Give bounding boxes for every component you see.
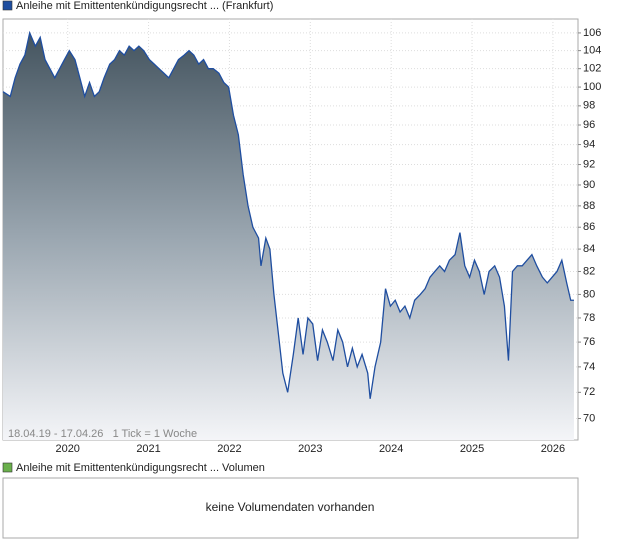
legend-swatch (2, 0, 13, 11)
x-tick-label: 2024 (379, 443, 403, 455)
y-tick-label: 82 (583, 265, 595, 277)
y-tick-label: 92 (583, 158, 595, 170)
y-tick-label: 96 (583, 119, 595, 131)
y-tick-label: 84 (583, 243, 595, 255)
annotation: 18.04.19 - 17.04.26 1 Tick = 1 Woche (8, 428, 197, 440)
y-tick-label: 74 (583, 361, 595, 373)
plot (2, 19, 578, 441)
legend-label: Anleihe mit Emittentenkündigungsrecht ..… (16, 0, 273, 12)
y-tick-label: 78 (583, 312, 595, 324)
volume-message: keine Volumendaten vorhanden (206, 500, 375, 514)
x-tick-label: 2021 (136, 443, 160, 455)
y-tick-label: 104 (583, 45, 601, 57)
y-tick-label: 94 (583, 138, 595, 150)
x-tick-label: 2020 (55, 443, 79, 455)
x-tick-label: 2022 (217, 443, 241, 455)
y-tick-label: 98 (583, 100, 595, 112)
x-tick-label: 2026 (541, 443, 565, 455)
legend-label: Anleihe mit Emittentenkündigungsrecht ..… (16, 462, 265, 474)
y-tick-label: 102 (583, 63, 601, 75)
y-tick-label: 86 (583, 221, 595, 233)
price-line (2, 30, 574, 399)
area (3, 32, 574, 441)
y-tick-label: 70 (583, 412, 595, 424)
y-tick-label: 90 (583, 179, 595, 191)
y-tick-label: 76 (583, 336, 595, 348)
legend-swatch (2, 462, 13, 473)
y-tick-label: 72 (583, 386, 595, 398)
x-tick-label: 2023 (298, 443, 322, 455)
x-tick-label: 2025 (460, 443, 484, 455)
y-tick-label: 80 (583, 288, 595, 300)
y-tick-label: 88 (583, 200, 595, 212)
volume-frame (2, 477, 579, 539)
y-tick-label: 100 (583, 81, 601, 93)
y-tick-label: 106 (583, 27, 601, 39)
